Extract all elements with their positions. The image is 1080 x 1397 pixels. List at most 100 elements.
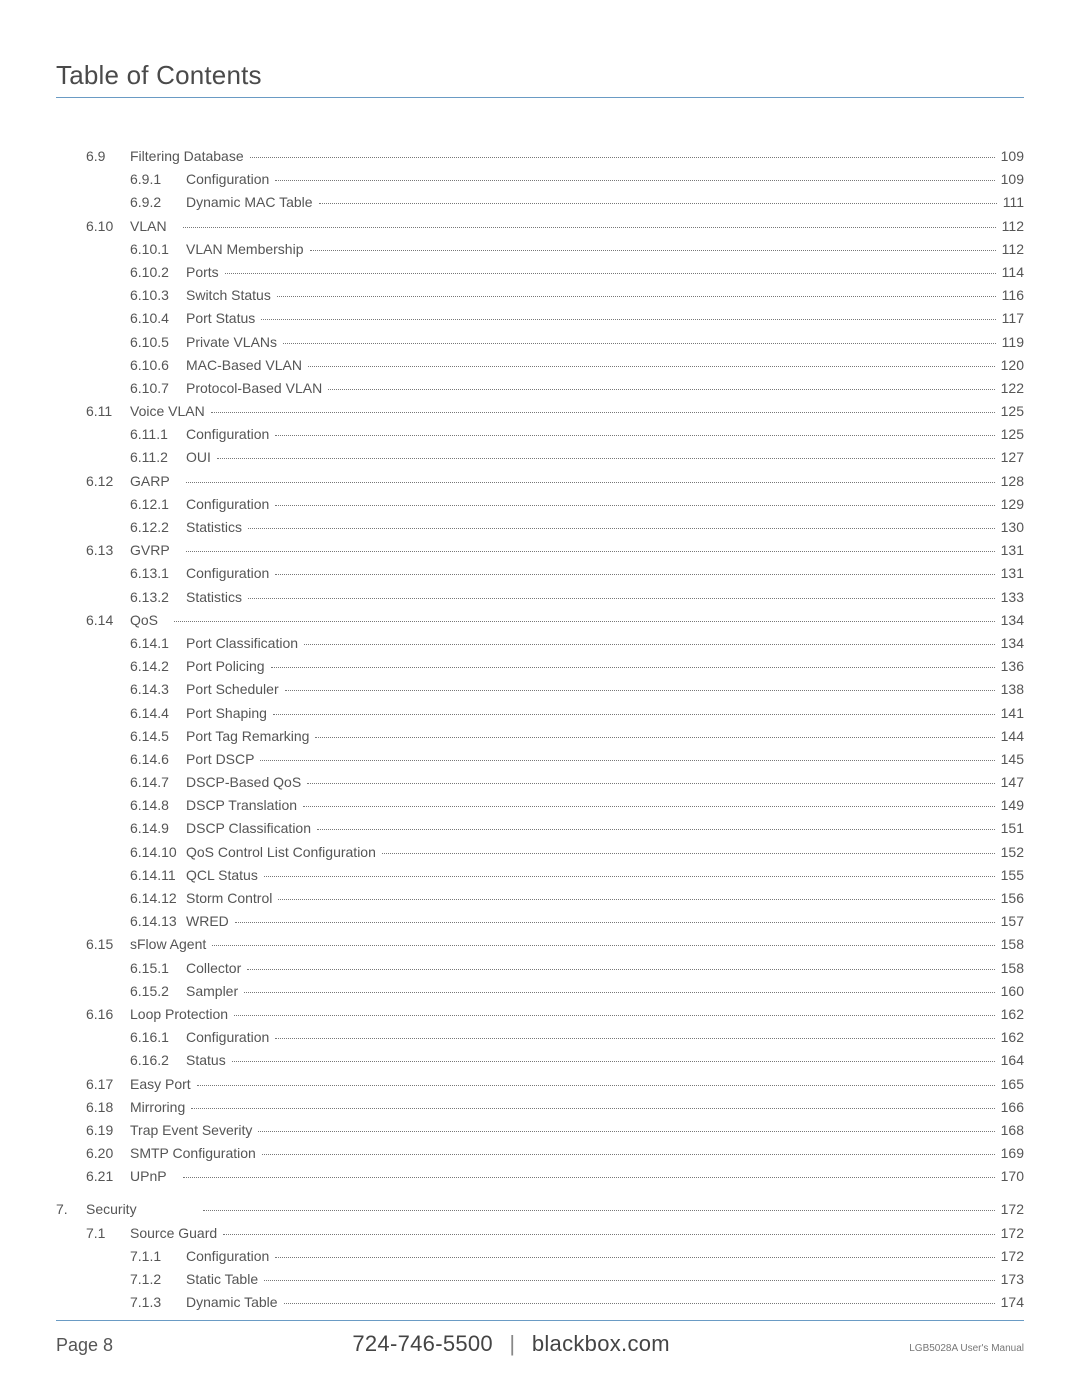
toc-page-number: 109	[997, 169, 1024, 191]
toc-leader-dots	[174, 621, 995, 622]
toc-leader-dots	[186, 482, 995, 483]
toc-leader-dots	[310, 250, 996, 251]
toc-page-number: 127	[997, 447, 1024, 469]
toc-row: 6.13.1Configuration131	[56, 563, 1024, 585]
toc-page-number: 158	[997, 958, 1024, 980]
toc-leader-dots	[248, 528, 995, 529]
toc-leader-dots	[183, 1177, 995, 1178]
toc-entry-label: Switch Status	[186, 285, 275, 307]
toc-row: 6.12.1Configuration129	[56, 494, 1024, 516]
header-rule	[56, 97, 1024, 98]
footer-contact: 724-746-5500 | blackbox.com	[352, 1331, 670, 1357]
toc-subsection-number: 6.10.1	[130, 239, 186, 261]
toc-subsection-number: 7.1.1	[130, 1246, 186, 1268]
toc-subsection-number: 6.14.12	[130, 888, 186, 910]
toc-entry-label: QCL Status	[186, 865, 262, 887]
toc-section-number: 7.1	[86, 1223, 130, 1245]
toc-page-number: 129	[997, 494, 1024, 516]
toc-subsection-number: 6.15.2	[130, 981, 186, 1003]
toc-row: 6.14.1Port Classification134	[56, 633, 1024, 655]
toc-row: 6.14QoS134	[56, 610, 1024, 632]
toc-entry-label: VLAN	[130, 216, 181, 238]
toc-leader-dots	[317, 829, 995, 830]
toc-entry-label: Port Classification	[186, 633, 302, 655]
toc-page-number: 112	[998, 239, 1024, 261]
toc-entry-label: Statistics	[186, 517, 246, 539]
toc-row: 6.20SMTP Configuration169	[56, 1143, 1024, 1165]
footer-line: Page 8 724-746-5500 | blackbox.com LGB50…	[56, 1331, 1024, 1357]
toc-page-number: 120	[997, 355, 1024, 377]
toc-entry-label: GARP	[130, 471, 184, 493]
toc-page-number: 162	[997, 1027, 1024, 1049]
toc-page-number: 151	[997, 818, 1024, 840]
toc-subsection-number: 6.13.2	[130, 587, 186, 609]
toc-leader-dots	[248, 598, 995, 599]
toc-leader-dots	[261, 319, 995, 320]
toc-page-number: 131	[997, 563, 1024, 585]
toc-page-number: 116	[998, 285, 1024, 307]
toc-subsection-number: 6.16.1	[130, 1027, 186, 1049]
toc-leader-dots	[235, 922, 995, 923]
toc-page-number: 144	[997, 726, 1024, 748]
toc-row: 7.1Source Guard172	[56, 1223, 1024, 1245]
toc-entry-label: SMTP Configuration	[130, 1143, 260, 1165]
toc-page-number: 134	[997, 633, 1024, 655]
toc-row: 6.16Loop Protection162	[56, 1004, 1024, 1026]
toc-leader-dots	[258, 1131, 994, 1132]
toc-page-number: 158	[997, 934, 1024, 956]
toc-leader-dots	[275, 1038, 994, 1039]
toc-section-number: 6.11	[86, 401, 130, 423]
toc-leader-dots	[277, 296, 996, 297]
toc-page-number: 157	[997, 911, 1024, 933]
toc-subsection-number: 6.10.4	[130, 308, 186, 330]
toc-row: 6.14.11QCL Status155	[56, 865, 1024, 887]
toc-leader-dots	[285, 690, 995, 691]
toc-leader-dots	[217, 458, 995, 459]
toc-page-number: 164	[997, 1050, 1024, 1072]
toc-page-number: 174	[997, 1292, 1024, 1314]
toc-page-number: 160	[997, 981, 1024, 1003]
page-header: Table of Contents	[56, 60, 1024, 98]
toc-leader-dots	[212, 945, 994, 946]
toc-entry-label: Security	[86, 1199, 141, 1221]
toc-entry-label: Loop Protection	[130, 1004, 232, 1026]
toc-entry-label: OUI	[186, 447, 215, 469]
toc-subsection-number: 6.10.6	[130, 355, 186, 377]
toc-page-number: 133	[997, 587, 1024, 609]
toc-leader-dots	[328, 389, 994, 390]
toc-entry-label: Ports	[186, 262, 223, 284]
toc-leader-dots	[264, 876, 995, 877]
toc-page-number: 169	[997, 1143, 1024, 1165]
toc-row: 6.11.1Configuration125	[56, 424, 1024, 446]
toc-subsection-number: 6.14.9	[130, 818, 186, 840]
toc-page-number: 149	[997, 795, 1024, 817]
toc-row: 6.9.2Dynamic MAC Table111	[56, 192, 1024, 214]
toc-subsection-number: 7.1.3	[130, 1292, 186, 1314]
toc-entry-label: QoS Control List Configuration	[186, 842, 380, 864]
toc-page-number: 165	[997, 1074, 1024, 1096]
toc-row: 6.14.7DSCP-Based QoS147	[56, 772, 1024, 794]
toc-entry-label: Configuration	[186, 494, 273, 516]
toc-entry-label: Dynamic MAC Table	[186, 192, 317, 214]
toc-page-number: 168	[997, 1120, 1024, 1142]
toc-row: 6.14.8DSCP Translation149	[56, 795, 1024, 817]
toc-entry-label: Configuration	[186, 563, 273, 585]
toc-page-number: 172	[997, 1246, 1024, 1268]
toc-row: 6.14.10QoS Control List Configuration152	[56, 842, 1024, 864]
toc-leader-dots	[232, 1061, 995, 1062]
page-footer: Page 8 724-746-5500 | blackbox.com LGB50…	[56, 1320, 1024, 1357]
toc-row: 6.16.1Configuration162	[56, 1027, 1024, 1049]
toc-section-number: 6.10	[86, 216, 130, 238]
toc-subsection-number: 7.1.2	[130, 1269, 186, 1291]
toc-leader-dots	[284, 1303, 995, 1304]
toc-leader-dots	[250, 157, 995, 158]
toc-leader-dots	[303, 806, 995, 807]
toc-leader-dots	[307, 783, 994, 784]
toc-leader-dots	[211, 412, 995, 413]
toc-entry-label: WRED	[186, 911, 233, 933]
toc-entry-label: Source Guard	[130, 1223, 221, 1245]
toc-entry-label: Configuration	[186, 169, 273, 191]
toc-leader-dots	[382, 853, 995, 854]
toc-page-number: 138	[997, 679, 1024, 701]
toc-row: 6.14.5Port Tag Remarking144	[56, 726, 1024, 748]
